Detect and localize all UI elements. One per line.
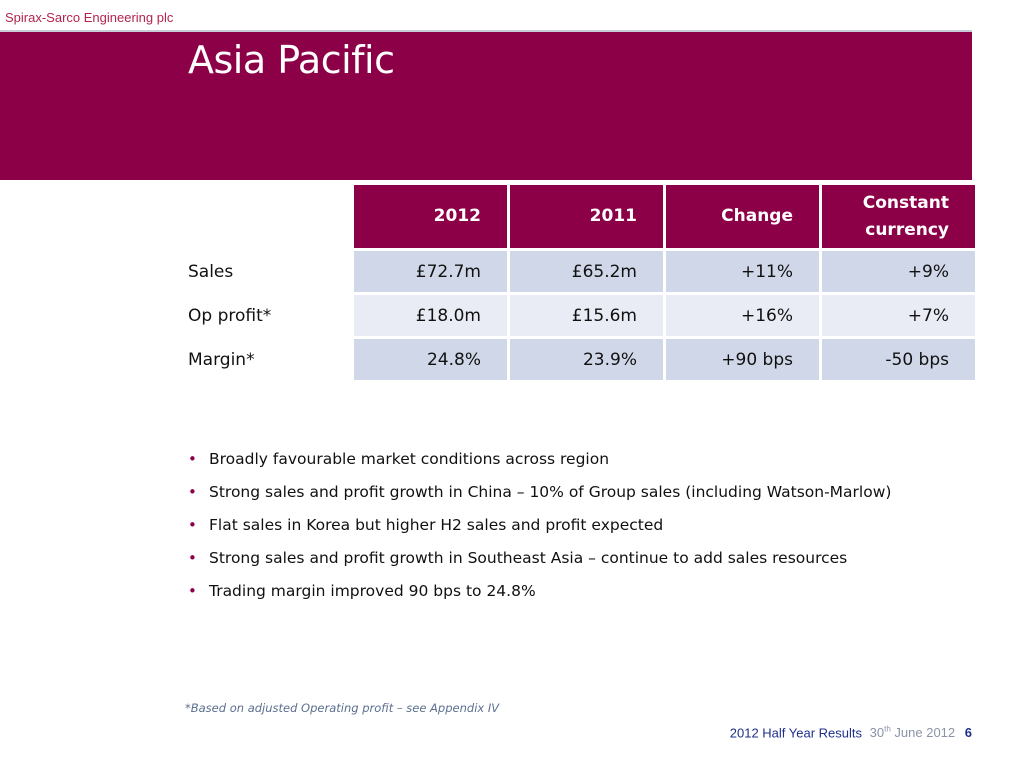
bullet-text: Flat sales in Korea but higher H2 sales … (209, 516, 664, 534)
bullet-list: • Broadly favourable market conditions ac… (188, 448, 891, 613)
table-header-cell: Change (663, 182, 822, 251)
list-item: • Flat sales in Korea but higher H2 sales… (188, 514, 891, 547)
list-item: • Trading margin improved 90 bps to 24.8% (188, 580, 891, 613)
table-cell: £15.6m (507, 292, 666, 339)
bullet-text: Strong sales and profit growth in China … (209, 483, 892, 501)
page-number: 6 (964, 725, 972, 741)
bullet-icon: • (188, 483, 197, 501)
table-cell: +9% (819, 248, 978, 295)
list-item: • Broadly favourable market conditions ac… (188, 448, 891, 481)
footnote: *Based on adjusted Operating profit – se… (185, 701, 500, 715)
table-cell: +11% (663, 248, 822, 295)
footer-date-suffix: th (884, 725, 891, 734)
results-table-container: 2012 2011 Change Constant currency Sales… (182, 182, 978, 383)
bullet-text: Strong sales and profit growth in Southe… (209, 549, 848, 567)
table-header-row: 2012 2011 Change Constant currency (182, 182, 978, 251)
list-item: • Strong sales and profit growth in China… (188, 481, 891, 514)
table-header-cell: 2011 (507, 182, 666, 251)
header-divider (0, 30, 972, 32)
footer-date-day: 30 (869, 725, 885, 741)
footer-event: 2012 Half Year Results (729, 725, 863, 741)
table-cell: +16% (663, 292, 822, 339)
slide-footer: 2012 Half Year Results 30th June 2012 6 (730, 725, 972, 740)
table-cell: -50 bps (819, 336, 978, 383)
row-label: Op profit* (188, 305, 272, 326)
bullet-icon: • (188, 450, 197, 468)
table-cell: +7% (819, 292, 978, 339)
footer-date: 30th June 2012 (870, 725, 956, 740)
table-cell: +90 bps (663, 336, 822, 383)
footer-date-rest: June 2012 (894, 725, 956, 741)
company-name: Spirax-Sarco Engineering plc (5, 10, 174, 25)
table-cell: 23.9% (507, 336, 666, 383)
table-cell: £18.0m (351, 292, 510, 339)
bullet-text: Broadly favourable market conditions acr… (209, 450, 610, 468)
table-row: Sales £72.7m £65.2m +11% +9% (182, 248, 978, 295)
table-header-blank (182, 183, 353, 250)
title-banner (0, 32, 972, 180)
table-header-cell: 2012 (351, 182, 510, 251)
bullet-text: Trading margin improved 90 bps to 24.8% (209, 582, 536, 600)
row-label: Sales (188, 261, 234, 282)
table-cell: £65.2m (507, 248, 666, 295)
results-table: 2012 2011 Change Constant currency Sales… (182, 182, 978, 383)
table-header-cell: Constant currency (819, 182, 978, 251)
table-row: Op profit* £18.0m £15.6m +16% +7% (182, 292, 978, 339)
slide-title: Asia Pacific (188, 38, 395, 82)
table-cell: 24.8% (351, 336, 510, 383)
row-label: Margin* (188, 349, 255, 370)
list-item: • Strong sales and profit growth in South… (188, 547, 891, 580)
table-cell: £72.7m (351, 248, 510, 295)
bullet-icon: • (188, 549, 197, 567)
bullet-icon: • (188, 582, 197, 600)
table-row: Margin* 24.8% 23.9% +90 bps -50 bps (182, 336, 978, 383)
bullet-icon: • (188, 516, 197, 534)
